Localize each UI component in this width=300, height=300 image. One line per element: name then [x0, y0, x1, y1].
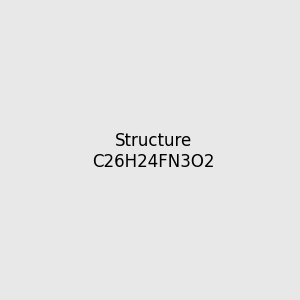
Text: Structure
C26H24FN3O2: Structure C26H24FN3O2 — [92, 132, 215, 171]
